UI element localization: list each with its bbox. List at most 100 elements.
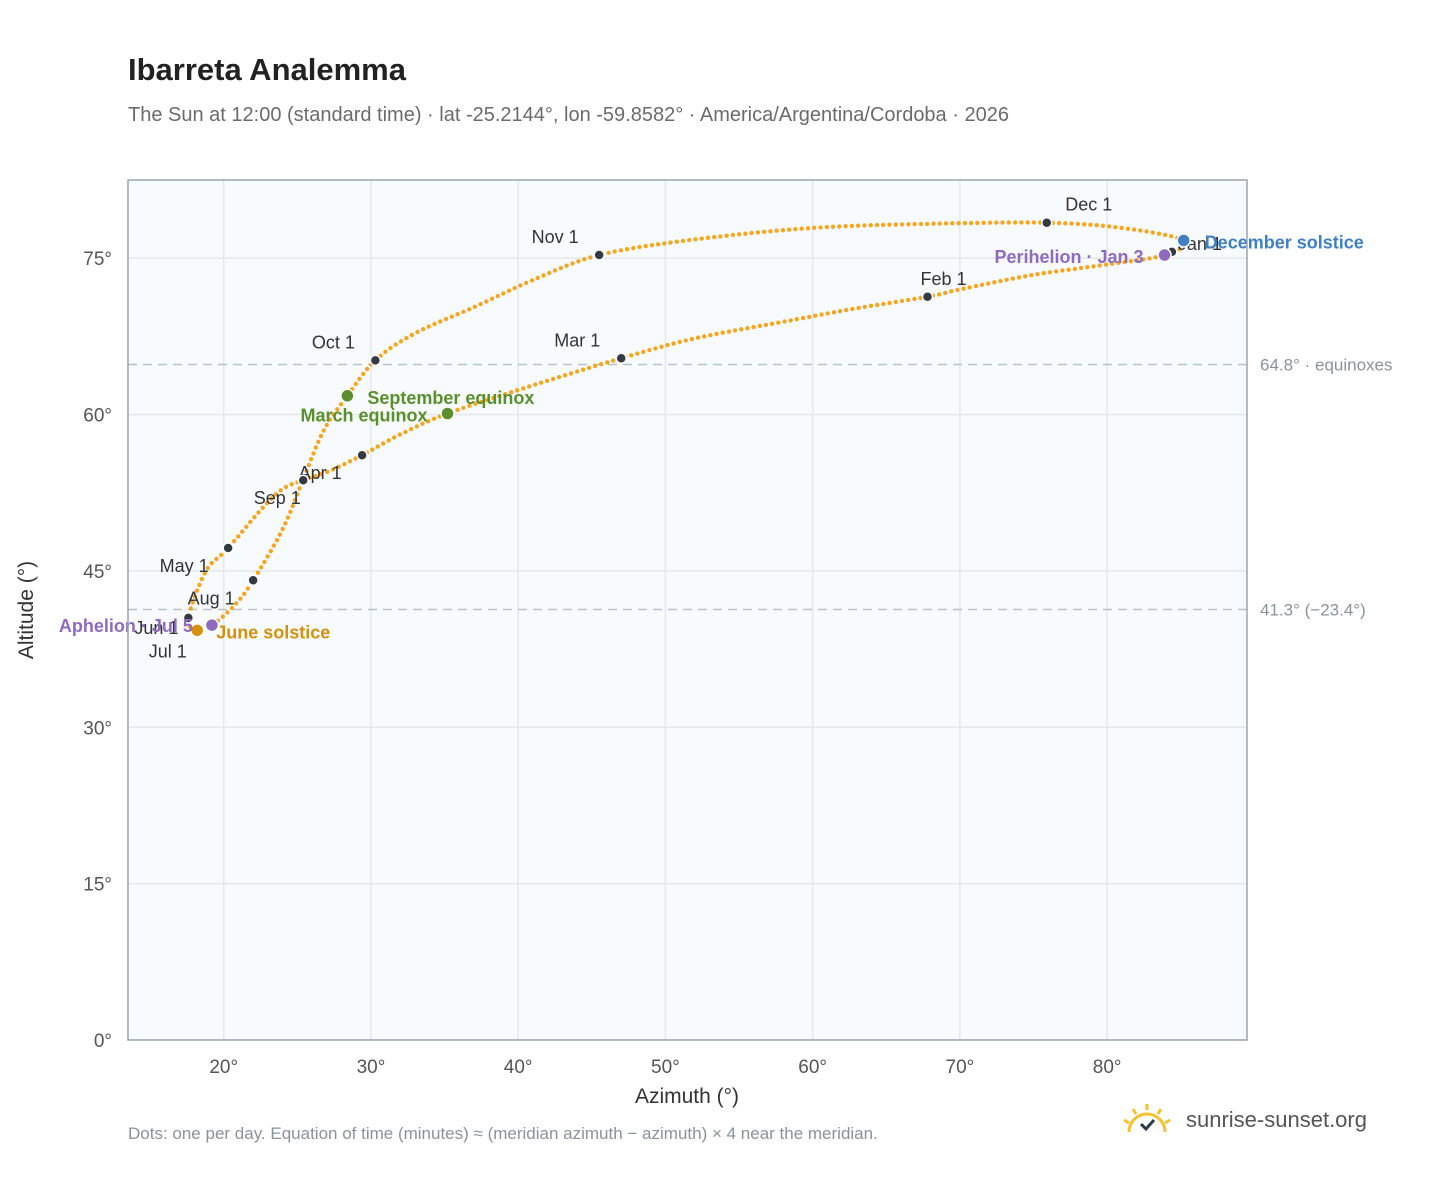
day-dot: [449, 314, 454, 319]
day-dot: [568, 371, 574, 376]
day-dot: [787, 227, 792, 232]
day-dot: [324, 422, 329, 428]
day-dot: [824, 224, 829, 230]
day-dot: [1116, 260, 1121, 265]
month-marker: [1041, 216, 1053, 229]
day-dot: [1103, 262, 1109, 267]
month-marker: [369, 354, 382, 367]
day-dot: [347, 459, 353, 464]
day-dot: [527, 384, 532, 389]
day-dot: [506, 288, 512, 293]
day-dot: [455, 407, 460, 413]
day-dot: [677, 339, 682, 345]
day-dot: [311, 451, 316, 456]
day-dot: [342, 461, 347, 467]
day-dot: [370, 447, 375, 452]
day-dot: [1147, 256, 1152, 261]
day-dot: [431, 416, 437, 421]
day-dot: [292, 497, 298, 503]
event-marker: [1176, 233, 1191, 248]
day-dot: [862, 223, 867, 228]
y-tick-label: 60°: [83, 406, 112, 427]
day-dot: [245, 586, 250, 591]
y-tick-label: 15°: [83, 875, 112, 896]
day-dot: [1000, 220, 1005, 225]
day-dot: [244, 524, 249, 529]
day-dot: [1107, 224, 1112, 229]
brand-logo[interactable]: sunrise-sunset.org: [1120, 1100, 1367, 1140]
day-dot: [837, 224, 842, 229]
day-dot: [730, 232, 736, 238]
day-dot: [467, 403, 472, 408]
day-dot: [325, 469, 330, 475]
day-dot: [408, 426, 414, 432]
day-dot: [255, 570, 261, 575]
day-dot: [887, 300, 892, 306]
y-tick-label: 75°: [83, 249, 112, 270]
month-label: Dec 1: [1065, 195, 1112, 215]
day-dot: [386, 438, 391, 443]
day-dot: [1156, 231, 1162, 236]
day-dot: [693, 237, 698, 242]
day-dot: [755, 230, 761, 235]
day-dot: [308, 457, 314, 462]
day-dot: [862, 304, 867, 310]
month-label: Nov 1: [532, 227, 579, 247]
day-dot: [1125, 226, 1131, 231]
day-dot: [393, 342, 398, 347]
day-dot: [1012, 220, 1018, 225]
day-dot: [242, 591, 247, 596]
reference-lines: 64.8° · equinoxes 41.3° (−23.4°): [128, 356, 1393, 619]
day-dot: [868, 223, 873, 228]
day-dot: [769, 321, 775, 326]
event-label: March equinox: [300, 406, 427, 426]
day-dot: [1162, 232, 1168, 238]
day-dot: [936, 292, 942, 297]
day-dot: [950, 221, 955, 226]
day-dot: [655, 242, 661, 247]
day-dot: [805, 226, 811, 231]
day-dot: [262, 559, 267, 565]
day-dot: [304, 468, 309, 474]
day-dot: [855, 223, 861, 228]
day-dot: [674, 239, 679, 244]
day-dot: [1088, 222, 1093, 227]
day-dot: [338, 402, 344, 407]
month-marker: [182, 612, 195, 624]
day-dot: [937, 221, 942, 226]
day-dot: [403, 429, 408, 435]
day-dot: [562, 373, 568, 378]
day-dot: [259, 565, 264, 570]
day-dot: [361, 371, 366, 377]
event-marker: [340, 388, 355, 404]
day-dot: [313, 445, 318, 450]
month-marker: [921, 291, 934, 303]
day-dot: [388, 345, 393, 351]
day-dot: [712, 234, 717, 240]
day-dot: [209, 560, 214, 566]
day-dot: [695, 335, 701, 340]
day-dot: [641, 349, 646, 355]
day-dot: [702, 334, 707, 339]
day-dot: [192, 594, 197, 599]
chart-subtitle: The Sun at 12:00 (standard time) · lat -…: [128, 104, 1009, 126]
day-dot: [1100, 223, 1106, 228]
day-dot: [1094, 223, 1099, 228]
day-dot: [899, 222, 905, 227]
day-dot: [461, 309, 466, 314]
day-dot: [637, 244, 642, 250]
day-dot: [975, 220, 980, 226]
day-dot: [724, 233, 729, 238]
day-dot: [813, 313, 818, 318]
day-dot: [918, 295, 923, 301]
event-label: December solstice: [1205, 232, 1364, 252]
day-dot: [800, 315, 806, 321]
day-dot: [699, 236, 704, 241]
day-dot: [234, 601, 239, 606]
x-tick-label: 30°: [357, 1057, 386, 1078]
day-dot: [503, 392, 508, 397]
day-dot: [868, 303, 874, 308]
day-dot: [461, 405, 466, 411]
month-label: Mar 1: [554, 330, 600, 350]
day-dot: [1110, 261, 1115, 266]
